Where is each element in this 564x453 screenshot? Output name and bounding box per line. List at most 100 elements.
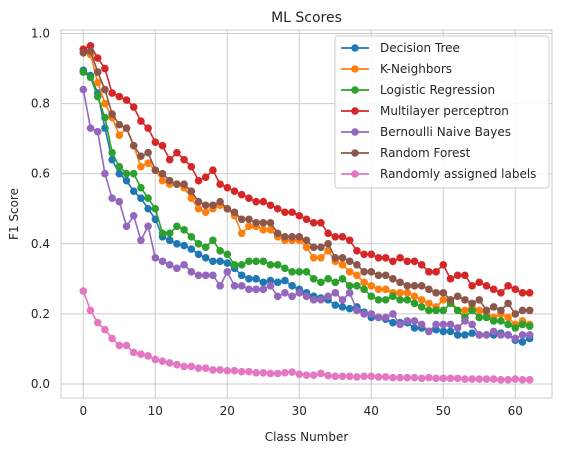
data-point [418, 282, 426, 290]
data-point [317, 279, 325, 287]
data-point [224, 184, 232, 192]
data-point [173, 240, 181, 248]
data-point [310, 275, 318, 283]
data-point [497, 317, 505, 325]
data-point [468, 329, 476, 337]
data-point [245, 275, 253, 283]
data-point [238, 229, 246, 237]
data-point [511, 310, 519, 318]
data-point [180, 226, 188, 234]
legend: Decision TreeK-NeighborsLogistic Regress… [335, 36, 549, 188]
legend-label: Randomly assigned labels [380, 167, 536, 181]
data-point [317, 370, 325, 378]
data-point [216, 282, 224, 290]
data-point [80, 287, 88, 295]
data-point [310, 254, 318, 262]
data-point [504, 300, 512, 308]
data-point [260, 369, 268, 377]
data-point [439, 289, 447, 297]
data-point [332, 254, 340, 262]
data-point [108, 110, 116, 118]
data-point [418, 321, 426, 329]
data-point [411, 324, 419, 332]
data-point [303, 293, 311, 301]
data-point [389, 275, 397, 283]
data-point [137, 163, 145, 171]
data-point [288, 268, 296, 276]
data-point [195, 177, 203, 185]
data-point [123, 96, 131, 104]
data-point [166, 177, 174, 185]
data-point [461, 307, 469, 315]
data-point [382, 272, 390, 280]
data-point [475, 307, 483, 315]
data-point [317, 219, 325, 227]
data-point [281, 277, 289, 285]
y-tick-label: 0.8 [31, 97, 50, 111]
data-point [238, 215, 246, 223]
data-point [180, 242, 188, 250]
data-point [346, 236, 354, 244]
data-point [108, 149, 116, 157]
data-point [339, 303, 347, 311]
data-point [367, 372, 375, 380]
data-point [439, 307, 447, 315]
data-point [317, 244, 325, 252]
data-point [101, 114, 109, 122]
data-point [188, 245, 196, 253]
data-point [195, 240, 203, 248]
data-point [252, 369, 260, 377]
data-point [130, 187, 138, 195]
data-point [468, 307, 476, 315]
data-point [281, 369, 289, 377]
legend-label: Decision Tree [380, 41, 460, 55]
data-point [425, 286, 433, 294]
data-point [454, 307, 462, 315]
data-point [447, 375, 455, 383]
data-point [87, 47, 95, 55]
data-point [346, 372, 354, 380]
data-point [461, 296, 469, 304]
data-point [360, 251, 368, 259]
data-point [137, 152, 145, 160]
data-point [519, 338, 527, 346]
data-point [123, 177, 131, 185]
data-point [353, 282, 361, 290]
data-point [173, 180, 181, 188]
data-point [209, 166, 217, 174]
data-point [231, 261, 239, 269]
data-point [432, 321, 440, 329]
data-point [159, 229, 167, 237]
data-point [252, 219, 260, 227]
data-point [209, 236, 217, 244]
data-point [339, 233, 347, 241]
data-point [375, 254, 383, 262]
data-point [411, 374, 419, 382]
data-point [188, 163, 196, 171]
data-point [152, 254, 160, 262]
data-point [396, 321, 404, 329]
data-point [511, 375, 519, 383]
data-point [80, 86, 88, 94]
data-point [303, 371, 311, 379]
data-point [209, 201, 217, 209]
data-point [475, 314, 483, 322]
data-point [396, 254, 404, 262]
legend-swatch-marker [351, 44, 359, 52]
y-tick-label: 0.2 [31, 307, 50, 321]
data-point [80, 49, 88, 57]
data-point [123, 222, 131, 230]
data-point [411, 300, 419, 308]
data-point [310, 371, 318, 379]
data-point [375, 373, 383, 381]
data-point [519, 289, 527, 297]
data-point [332, 279, 340, 287]
data-point [224, 367, 232, 375]
data-point [130, 142, 138, 150]
data-point [281, 233, 289, 241]
data-point [367, 293, 375, 301]
x-tick-label: 60 [508, 404, 523, 418]
data-point [432, 268, 440, 276]
data-point [216, 366, 224, 374]
data-point [224, 268, 232, 276]
